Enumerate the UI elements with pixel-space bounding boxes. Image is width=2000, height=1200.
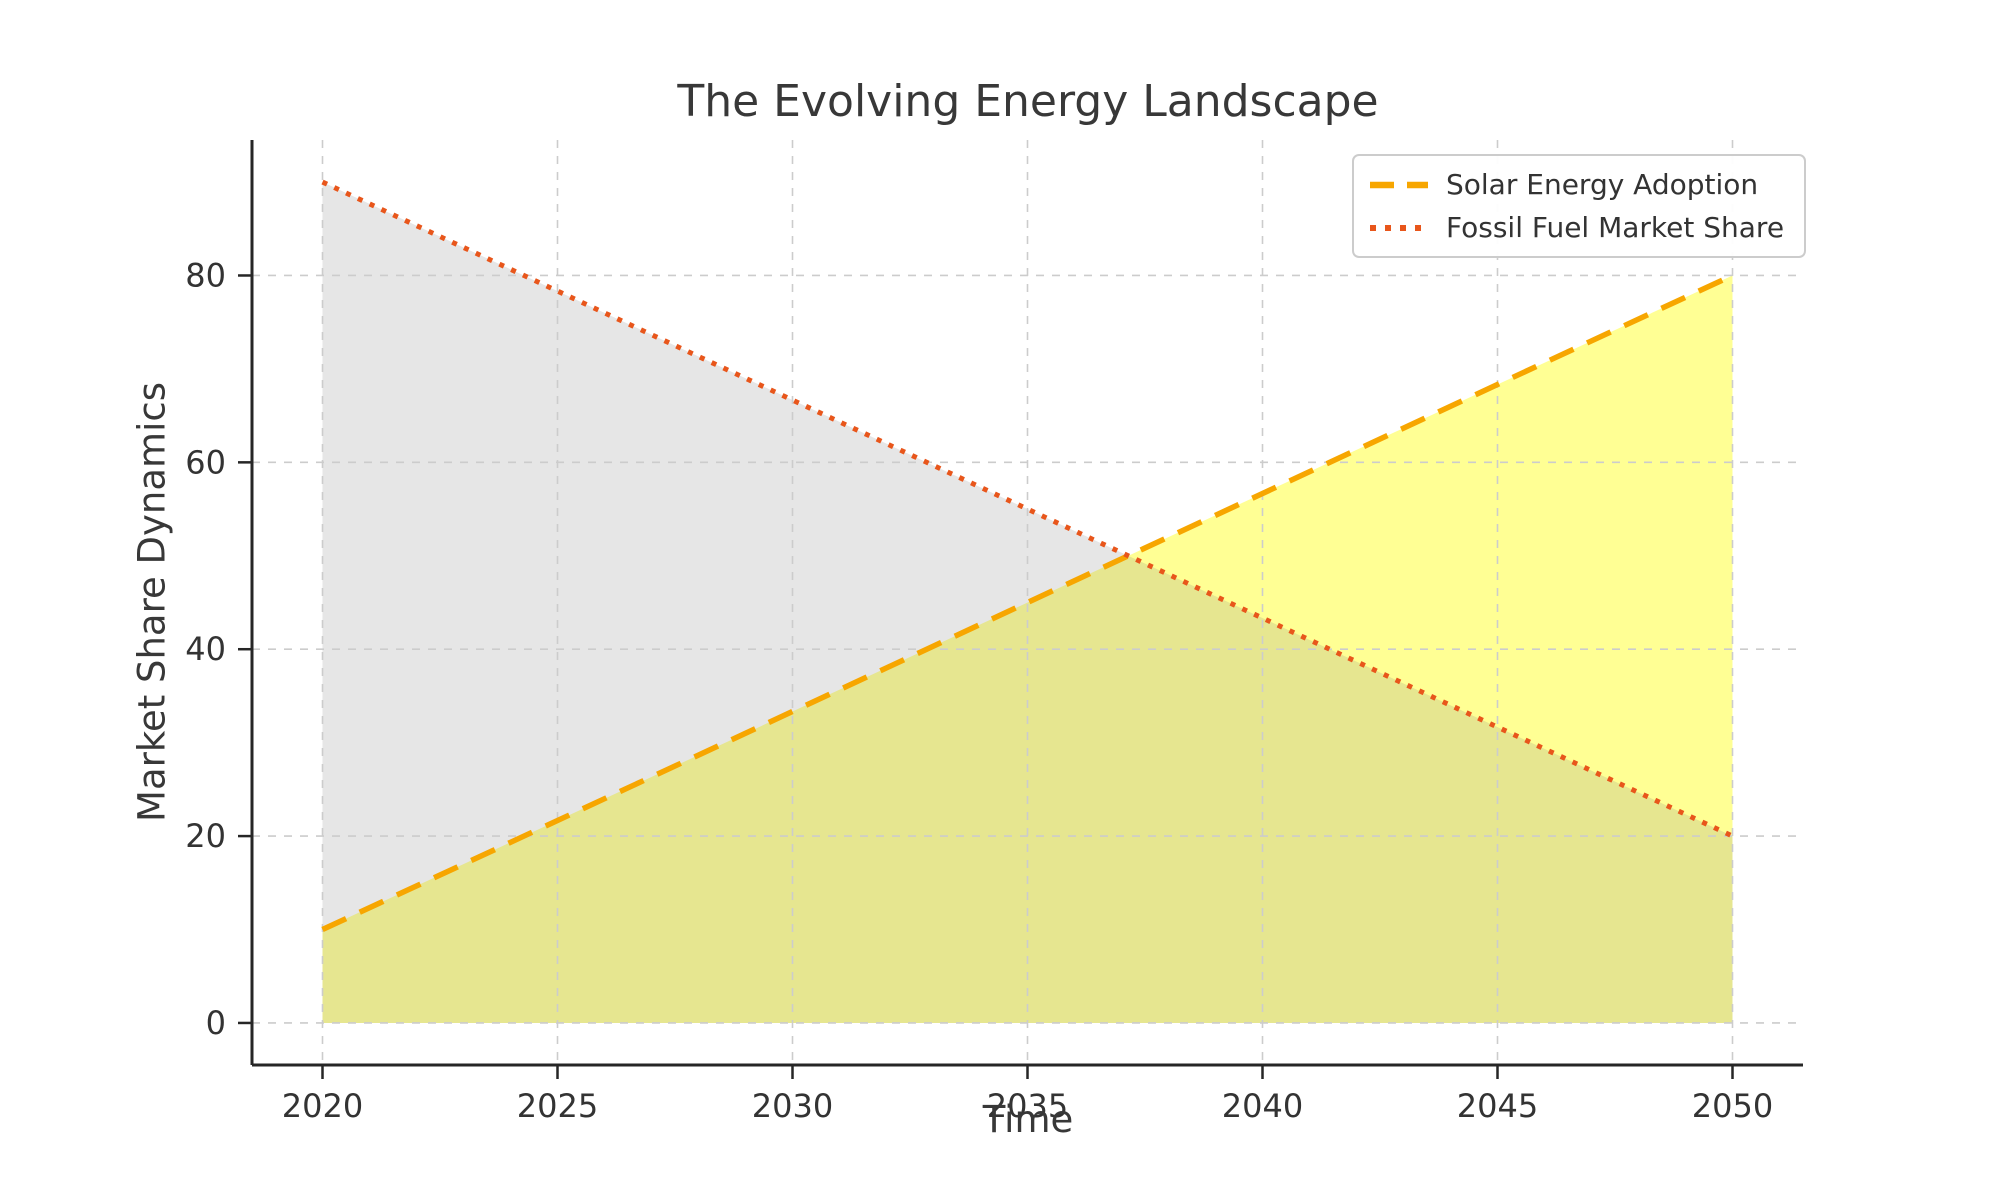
dotted-line-swatch-icon: [1370, 224, 1428, 231]
y-axis-label: Market Share Dynamics: [130, 382, 174, 822]
legend: Solar Energy Adoption Fossil Fuel Market…: [1352, 154, 1807, 258]
y-tick-label: 80: [185, 256, 226, 294]
y-tick-label: 0: [206, 1004, 226, 1042]
x-axis-label: Time: [982, 1098, 1074, 1141]
x-tick-label: 2045: [1457, 1087, 1538, 1125]
chart-title: The Evolving Energy Landscape: [677, 76, 1379, 127]
legend-item-fossil: Fossil Fuel Market Share: [1370, 211, 1784, 244]
x-tick-label: 2020: [282, 1087, 363, 1125]
x-tick-label: 2040: [1222, 1087, 1303, 1125]
x-tick-label: 2025: [517, 1087, 598, 1125]
y-tick-label: 40: [185, 630, 226, 668]
y-tick-label: 60: [185, 443, 226, 481]
legend-label: Fossil Fuel Market Share: [1446, 211, 1785, 244]
legend-item-solar: Solar Energy Adoption: [1370, 168, 1784, 201]
y-tick-label: 20: [185, 817, 226, 855]
x-tick-label: 2035: [987, 1087, 1068, 1125]
x-tick-label: 2050: [1692, 1087, 1773, 1125]
series-fill-1: [322, 182, 1733, 1023]
x-tick-label: 2030: [752, 1087, 833, 1125]
legend-label: Solar Energy Adoption: [1446, 168, 1759, 201]
series-line-0: [321, 272, 1734, 933]
dashed-line-swatch-icon: [1370, 181, 1428, 188]
